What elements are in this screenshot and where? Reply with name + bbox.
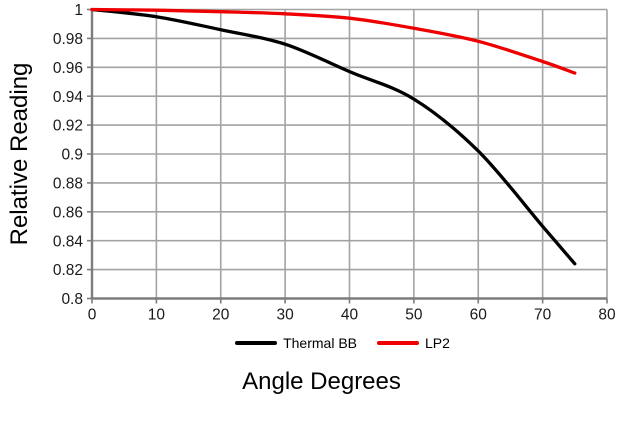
y-tick-label: 0.86: [53, 204, 83, 221]
y-tick-label: 0.92: [53, 118, 83, 135]
x-tick-label: 50: [405, 307, 423, 324]
x-tick-label: 30: [277, 307, 295, 324]
y-tick-label: 0.96: [53, 60, 83, 77]
legend-label-lp2: LP2: [425, 335, 450, 351]
y-tick-label: 0.8: [61, 291, 83, 308]
lp2-line-swatch: [377, 341, 419, 345]
legend-label-thermal-bb: Thermal BB: [283, 335, 357, 351]
series-curve-lp2: [90, 7, 577, 75]
y-tick-label: 0.98: [53, 31, 83, 48]
y-tick-label: 0.88: [53, 175, 83, 192]
y-tick-label: 1: [74, 2, 83, 19]
tick-marks: [87, 8, 608, 304]
axis-lines: [90, 9, 607, 300]
x-axis-title: Angle Degrees: [242, 368, 401, 395]
y-tick-label: 0.9: [61, 147, 83, 164]
gridlines: [91, 8, 608, 300]
legend: Thermal BB LP2: [21, 335, 643, 351]
x-tick-label: 60: [470, 307, 488, 324]
y-tick-label: 0.84: [53, 233, 84, 250]
legend-item-lp2: LP2: [377, 335, 450, 351]
x-tick-label: 40: [341, 307, 359, 324]
legend-item-thermal-bb: Thermal BB: [235, 335, 357, 351]
y-axis-title: Relative Reading: [6, 62, 33, 246]
thermal-bb-line-swatch: [235, 341, 278, 345]
x-tick-label: 20: [212, 307, 230, 324]
x-tick-label: 80: [598, 307, 616, 324]
x-tick-label: 10: [148, 307, 166, 324]
x-tick-labels: 0 10 20 30 40 50 60 70 80: [88, 307, 616, 324]
x-tick-label: 0: [88, 307, 97, 324]
y-tick-labels: 1 0.98 0.96 0.94 0.92 0.9 0.88 0.86 0.84 0.82 0.8: [53, 2, 84, 308]
x-tick-label: 70: [534, 307, 552, 324]
data-series-curves: [90, 7, 577, 266]
y-tick-label: 0.94: [53, 89, 84, 106]
y-tick-label: 0.82: [53, 262, 83, 279]
series-curve-thermal-bb: [90, 7, 577, 266]
